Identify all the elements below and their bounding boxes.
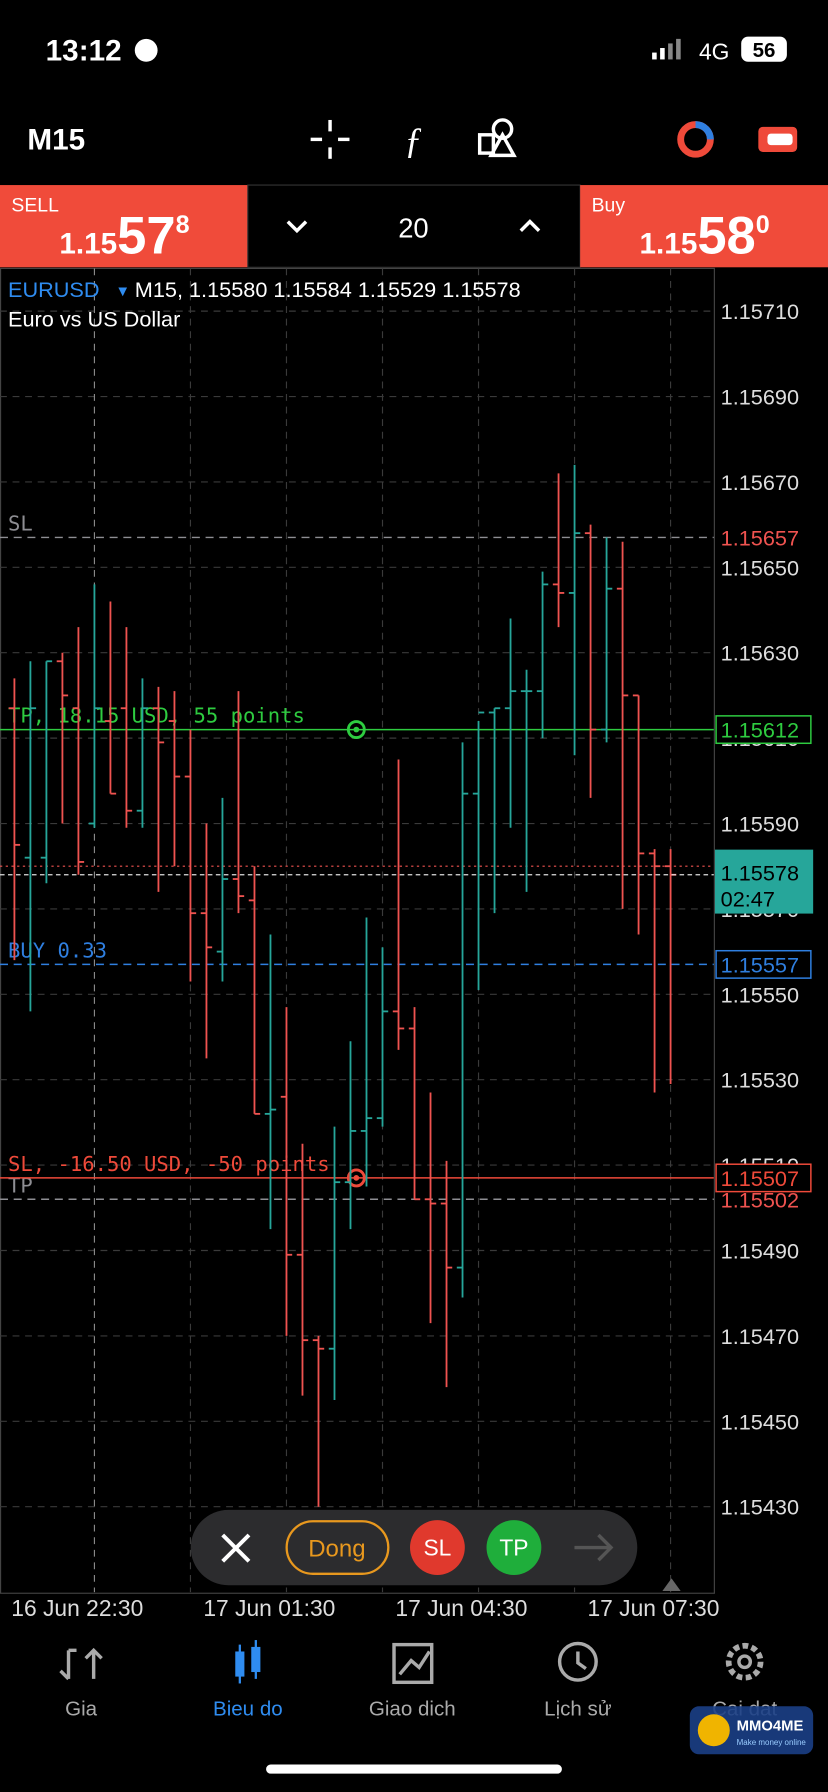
crosshair-icon[interactable]: [310, 119, 350, 159]
x-tick-label: 17 Jun 04:30: [395, 1595, 527, 1621]
price-sup: 8: [176, 211, 190, 239]
battery-icon: [741, 36, 787, 62]
level-tag: 1.15557: [721, 952, 799, 977]
sell-price: 1.15578: [59, 207, 189, 266]
symbol[interactable]: EURUSD: [8, 277, 100, 302]
watermark-tagline: Make money online: [737, 1738, 807, 1747]
y-tick-label: 1.15690: [721, 385, 799, 410]
y-tick-label: 1.15670: [721, 470, 799, 495]
level-tag-box: [715, 715, 812, 745]
price-prefix: 1.15: [59, 228, 117, 261]
level-tag-box: [715, 949, 812, 979]
price-big: 57: [117, 207, 175, 266]
close-action[interactable]: [221, 1533, 251, 1563]
level-label: BUY 0.33: [8, 939, 107, 963]
buy-price: 1.15580: [640, 207, 770, 266]
volume-up[interactable]: [519, 219, 541, 232]
buy-label: Buy: [592, 194, 626, 216]
close-position-label: Dong: [308, 1536, 365, 1563]
trade-icon-part: [695, 121, 714, 140]
scroll-marker: [662, 1578, 681, 1591]
y-tick-label: 1.15550: [721, 982, 799, 1007]
y-tick-label: 1.15530: [721, 1068, 799, 1093]
quotes-icon[interactable]: [59, 1647, 103, 1681]
y-tick-label: 1.15430: [721, 1495, 799, 1520]
y-tick-label: 1.15450: [721, 1409, 799, 1434]
level-tag-box: [715, 1163, 812, 1193]
sl-button[interactable]: [410, 1520, 465, 1575]
price-big: 58: [697, 207, 755, 266]
nav-icons: [59, 1640, 764, 1685]
battery-level: 56: [753, 39, 776, 62]
objects-icon[interactable]: [477, 118, 517, 158]
nav-label[interactable]: Lịch sử: [544, 1697, 612, 1720]
price-sup: 0: [756, 211, 770, 239]
level-tag: 1.15507: [721, 1166, 799, 1191]
volume[interactable]: 20: [398, 213, 428, 244]
bid-tag: 1.15578: [721, 860, 799, 885]
buy-button[interactable]: [580, 185, 828, 268]
level-tag: 1.15612: [721, 718, 799, 743]
level-tag: 1.15657: [721, 525, 799, 550]
y-tick-label: 1.15710: [721, 299, 799, 324]
home-indicator: [266, 1764, 562, 1774]
watermark-logo: [697, 1714, 730, 1747]
x-tick-label: 17 Jun 07:30: [587, 1595, 719, 1621]
chart: 1.15710 1.15690 1.15670 1.15650 1.15630 1.156…: [0, 268, 814, 1621]
level-label: SL: [8, 512, 33, 536]
sl-label: SL: [423, 1535, 451, 1561]
signal-icon: [652, 38, 681, 60]
timeframe[interactable]: M15: [27, 124, 85, 157]
next-action[interactable]: [574, 1533, 614, 1562]
nav-label[interactable]: Bieu do: [213, 1697, 283, 1720]
level-handle: [346, 1168, 366, 1188]
level-label: TP: [8, 1173, 33, 1197]
bid-tag-box: [714, 849, 814, 914]
x-tick-label: 17 Jun 01:30: [203, 1595, 335, 1621]
x-tick-label: 16 Jun 22:30: [11, 1595, 143, 1621]
level-handle-dot: [353, 1175, 360, 1181]
emoji-icon: [134, 38, 158, 62]
tp-button[interactable]: [486, 1520, 542, 1575]
settings-icon[interactable]: [725, 1642, 764, 1681]
symbol-dropdown[interactable]: ▼: [115, 284, 130, 300]
level-label: SL, -16.50 USD, -50 points: [8, 1152, 330, 1176]
chart-icon[interactable]: [235, 1640, 261, 1684]
y-tick-label: 1.15590: [721, 812, 799, 837]
bid-timer: 02:47: [721, 887, 775, 912]
y-tick-label: 1.15470: [721, 1324, 799, 1349]
symbol-description: Euro vs US Dollar: [8, 307, 180, 332]
chart-header: M15, 1.15580 1.15584 1.15529 1.15578: [135, 277, 521, 302]
y-tick-label: 1.15490: [721, 1238, 799, 1263]
close-position-button[interactable]: [285, 1520, 390, 1575]
watermark-brand: MMO4ME: [737, 1718, 804, 1734]
nav-label[interactable]: Giao dich: [369, 1697, 456, 1720]
settings-icon-center: [737, 1654, 753, 1670]
clock: 13:12: [46, 35, 122, 68]
sell-label: SELL: [11, 194, 59, 216]
y-tick-label: 1.15650: [721, 555, 799, 580]
sell-button[interactable]: [0, 185, 248, 268]
nav-label[interactable]: Gia: [65, 1697, 98, 1720]
indicators-icon[interactable]: ƒ: [404, 120, 422, 161]
account-icon-part: [767, 133, 793, 146]
level-handle: [346, 720, 366, 740]
history-icon[interactable]: [557, 1641, 598, 1682]
network: 4G: [699, 38, 729, 64]
price-prefix: 1.15: [640, 228, 698, 261]
level-handle-dot: [353, 726, 360, 733]
y-tick-label: 1.15630: [721, 641, 799, 666]
trade-nav-icon[interactable]: [392, 1642, 434, 1685]
tp-label: TP: [499, 1535, 528, 1561]
volume-down[interactable]: [286, 220, 308, 234]
chart-frame: [0, 267, 715, 1594]
